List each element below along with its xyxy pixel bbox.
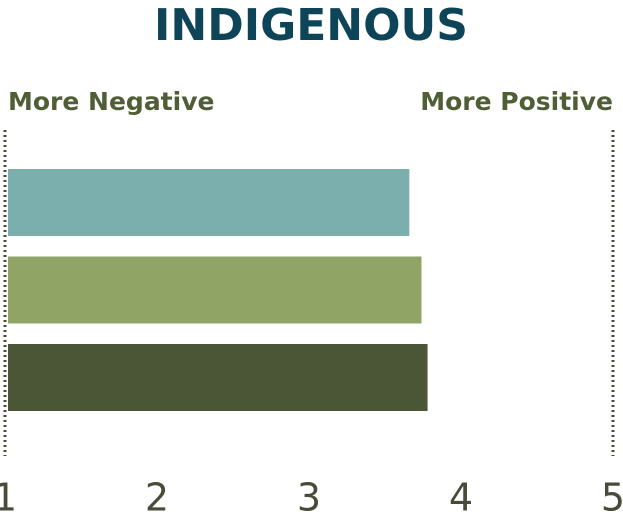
x-tick-label: 5 [601,476,623,520]
chart-title: INDIGENOUS [154,0,468,51]
annotation: More Positive [420,87,613,116]
x-tick-label: 2 [145,476,169,520]
annotation: More Negative [8,87,214,116]
x-tick-label: 4 [449,476,473,520]
x-tick-label: 1 [0,476,17,520]
x-tick-label: 3 [297,476,321,520]
bar [8,169,410,236]
bar [8,344,428,411]
bar [8,256,422,324]
